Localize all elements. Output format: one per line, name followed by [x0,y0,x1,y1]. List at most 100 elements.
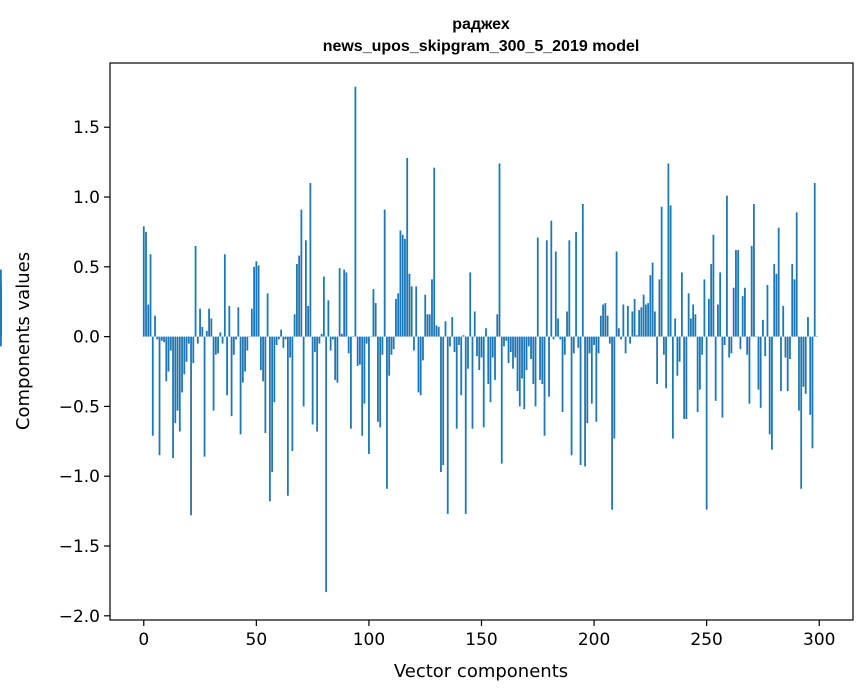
bar [485,328,487,337]
y-tick-label: −1.0 [59,467,100,487]
bar [721,336,724,418]
bar [226,336,228,396]
bar [572,336,575,354]
bar [597,336,600,354]
bar [298,255,301,337]
bar [295,264,298,337]
bar [498,163,501,337]
bar [172,336,174,459]
bar [494,336,496,380]
bar [730,336,733,354]
chart-subtitle: news_upos_skipgram_300_5_2019 model [323,38,640,55]
x-axis-ticks: 0 50 100 150 200 250 300 [138,620,835,650]
bar [151,336,154,436]
bar [230,336,233,417]
bar [739,336,742,350]
bar [644,304,647,337]
bar [257,265,260,337]
bar [178,336,181,432]
x-tick-label: 200 [578,630,610,650]
bar [316,336,319,432]
bar [680,272,683,337]
bar [356,336,359,366]
bar [422,336,424,361]
bar [543,336,546,436]
bar [0,336,2,347]
bar [575,231,577,337]
bar [527,336,530,347]
bar [748,336,751,404]
bar [307,305,310,337]
x-tick-label: 300 [803,630,835,650]
bar [235,336,237,340]
bar [514,336,517,358]
bar [626,305,629,337]
bar [338,268,341,337]
bar [478,336,481,371]
bar [147,304,150,337]
bar [219,332,222,337]
bar [741,296,744,337]
bar [208,308,210,337]
bar [651,262,654,337]
bar [262,336,264,382]
bar [795,212,798,337]
bar [771,336,773,450]
bar [667,163,670,337]
bar [253,266,255,337]
y-tick-label: −1.5 [59,537,100,557]
bar [313,336,316,352]
bar [640,307,643,337]
bar [588,336,591,354]
bar [687,293,690,337]
bar [631,311,634,337]
bar [458,336,460,345]
y-tick-label: −0.5 [59,397,100,417]
bar [491,336,494,358]
bar [190,336,192,516]
bar [759,336,762,408]
bar [784,336,787,358]
bar [187,336,190,344]
bar [500,336,503,464]
bar [415,286,418,337]
bar [584,336,586,467]
bar [372,289,375,337]
bar [545,240,548,337]
bar [800,336,803,489]
bar [577,336,580,348]
bar [534,336,537,407]
bar [165,336,168,382]
bar [0,333,2,337]
bar [723,336,726,345]
bar [678,336,681,362]
bar [467,336,469,369]
bar [548,336,550,397]
bar [599,315,602,337]
bar [169,336,172,351]
bar [156,336,159,340]
bar [525,336,528,371]
bar [383,209,386,337]
bar [480,336,483,358]
bar [786,336,789,392]
bar [685,336,688,419]
bar [762,319,764,337]
bar [192,336,195,364]
x-tick-label: 150 [465,630,497,650]
bar [291,336,294,452]
bar [223,254,226,337]
bar [343,269,346,337]
bar [239,336,242,435]
bar [732,287,735,337]
x-tick-label: 0 [138,630,149,650]
bar [379,336,382,428]
bar [246,336,249,351]
bar [554,251,557,337]
bar [773,264,776,337]
bar [232,336,235,355]
bar [185,336,188,362]
bar [750,245,753,337]
bar [212,336,215,411]
